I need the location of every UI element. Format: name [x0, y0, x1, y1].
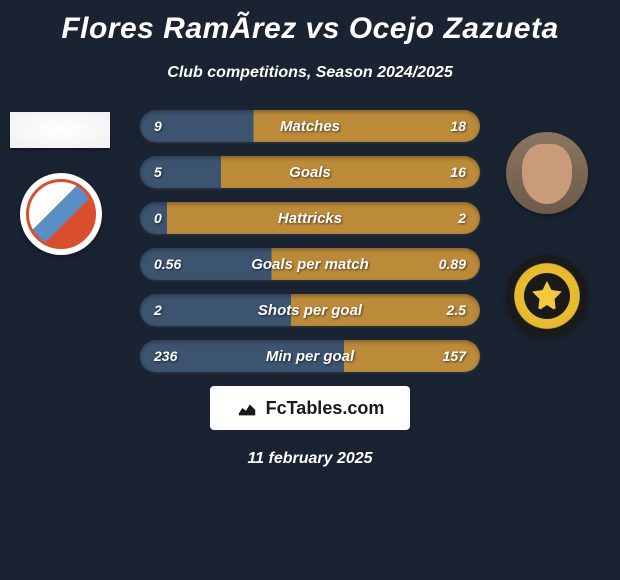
player-left-avatar — [10, 112, 110, 148]
stat-label: Min per goal — [266, 348, 354, 365]
stat-right-value: 2.5 — [447, 302, 466, 318]
player-right-avatar — [506, 132, 588, 214]
comparison-panel: 9 Matches 18 5 Goals 16 0 Hattricks 2 0.56 Goals p… — [0, 110, 620, 372]
stat-left-value: 236 — [154, 348, 177, 364]
club-right-logo — [506, 255, 588, 337]
brand-text: FcTables.com — [266, 398, 385, 419]
stats-list: 9 Matches 18 5 Goals 16 0 Hattricks 2 0.56 Goals p… — [140, 110, 480, 372]
stat-label: Goals per match — [251, 256, 369, 273]
stat-left-value: 2 — [154, 302, 162, 318]
stat-row: 236 Min per goal 157 — [140, 340, 480, 372]
stat-left-value: 0.56 — [154, 256, 181, 272]
stat-row: 0.56 Goals per match 0.89 — [140, 248, 480, 280]
stat-label: Goals — [289, 164, 331, 181]
stat-row: 0 Hattricks 2 — [140, 202, 480, 234]
brand-icon — [236, 397, 258, 419]
stat-left-value: 0 — [154, 210, 162, 226]
club-left-logo — [20, 173, 102, 255]
stat-right-value: 157 — [443, 348, 466, 364]
stat-row: 2 Shots per goal 2.5 — [140, 294, 480, 326]
stat-row: 9 Matches 18 — [140, 110, 480, 142]
stat-left-value: 5 — [154, 164, 162, 180]
stat-right-value: 2 — [458, 210, 466, 226]
stat-right-value: 0.89 — [439, 256, 466, 272]
subtitle: Club competitions, Season 2024/2025 — [0, 64, 620, 82]
stat-row: 5 Goals 16 — [140, 156, 480, 188]
stat-left-value: 9 — [154, 118, 162, 134]
stat-right-value: 18 — [450, 118, 466, 134]
stat-right-value: 16 — [450, 164, 466, 180]
page-title: Flores RamÃ­rez vs Ocejo Zazueta — [0, 0, 620, 46]
brand-badge: FcTables.com — [210, 386, 410, 430]
stat-label: Hattricks — [278, 210, 342, 227]
stat-label: Shots per goal — [258, 302, 362, 319]
stat-label: Matches — [280, 118, 340, 135]
footer-date: 11 february 2025 — [0, 450, 620, 468]
